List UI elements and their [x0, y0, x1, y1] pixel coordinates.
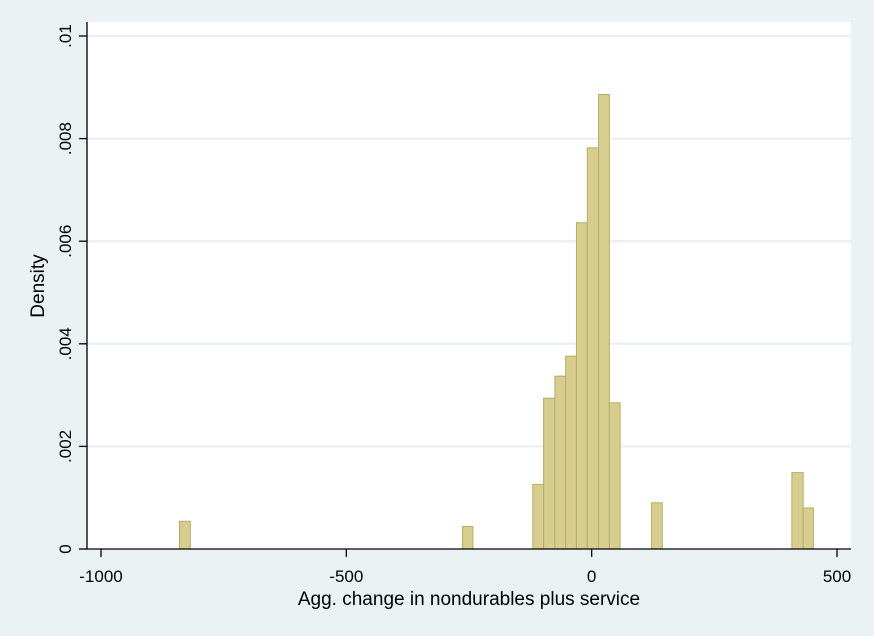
y-tick-label: .008: [56, 122, 75, 155]
x-tick-label: -1000: [79, 567, 122, 586]
y-axis-ticks: 0 .002 .004 .006 .008 .01: [56, 24, 87, 554]
histogram-bar: [179, 520, 191, 550]
y-tick-label: .01: [56, 24, 75, 48]
x-axis-title: Agg. change in nondurables plus service: [298, 589, 640, 610]
histogram-bar: [586, 147, 600, 550]
histogram-bar: [554, 375, 567, 550]
x-tick-label: 500: [823, 567, 851, 586]
y-tick-label: .006: [56, 225, 75, 258]
histogram-bar: [575, 222, 588, 550]
y-axis-title: Density: [28, 254, 49, 318]
y-tick-label: .002: [56, 430, 75, 463]
x-tick-label: -500: [329, 567, 363, 586]
x-tick-label: 0: [587, 567, 596, 586]
plot-area: [87, 22, 851, 549]
axes: [86, 22, 851, 550]
gridlines: [87, 35, 851, 448]
histogram-bar: [565, 355, 577, 550]
histogram-bar: [651, 502, 663, 550]
x-axis-ticks: -1000 -500 0 500: [79, 549, 851, 586]
histogram-bar: [543, 397, 556, 550]
histogram-bar: [462, 525, 474, 550]
histogram-bar: [802, 507, 814, 550]
histogram-bar: [791, 472, 804, 550]
y-tick-label: .004: [56, 327, 75, 360]
histogram-bar: [608, 402, 621, 550]
y-tick-label: 0: [56, 544, 75, 553]
histogram-bar: [598, 93, 610, 550]
histogram-bar: [532, 483, 545, 550]
